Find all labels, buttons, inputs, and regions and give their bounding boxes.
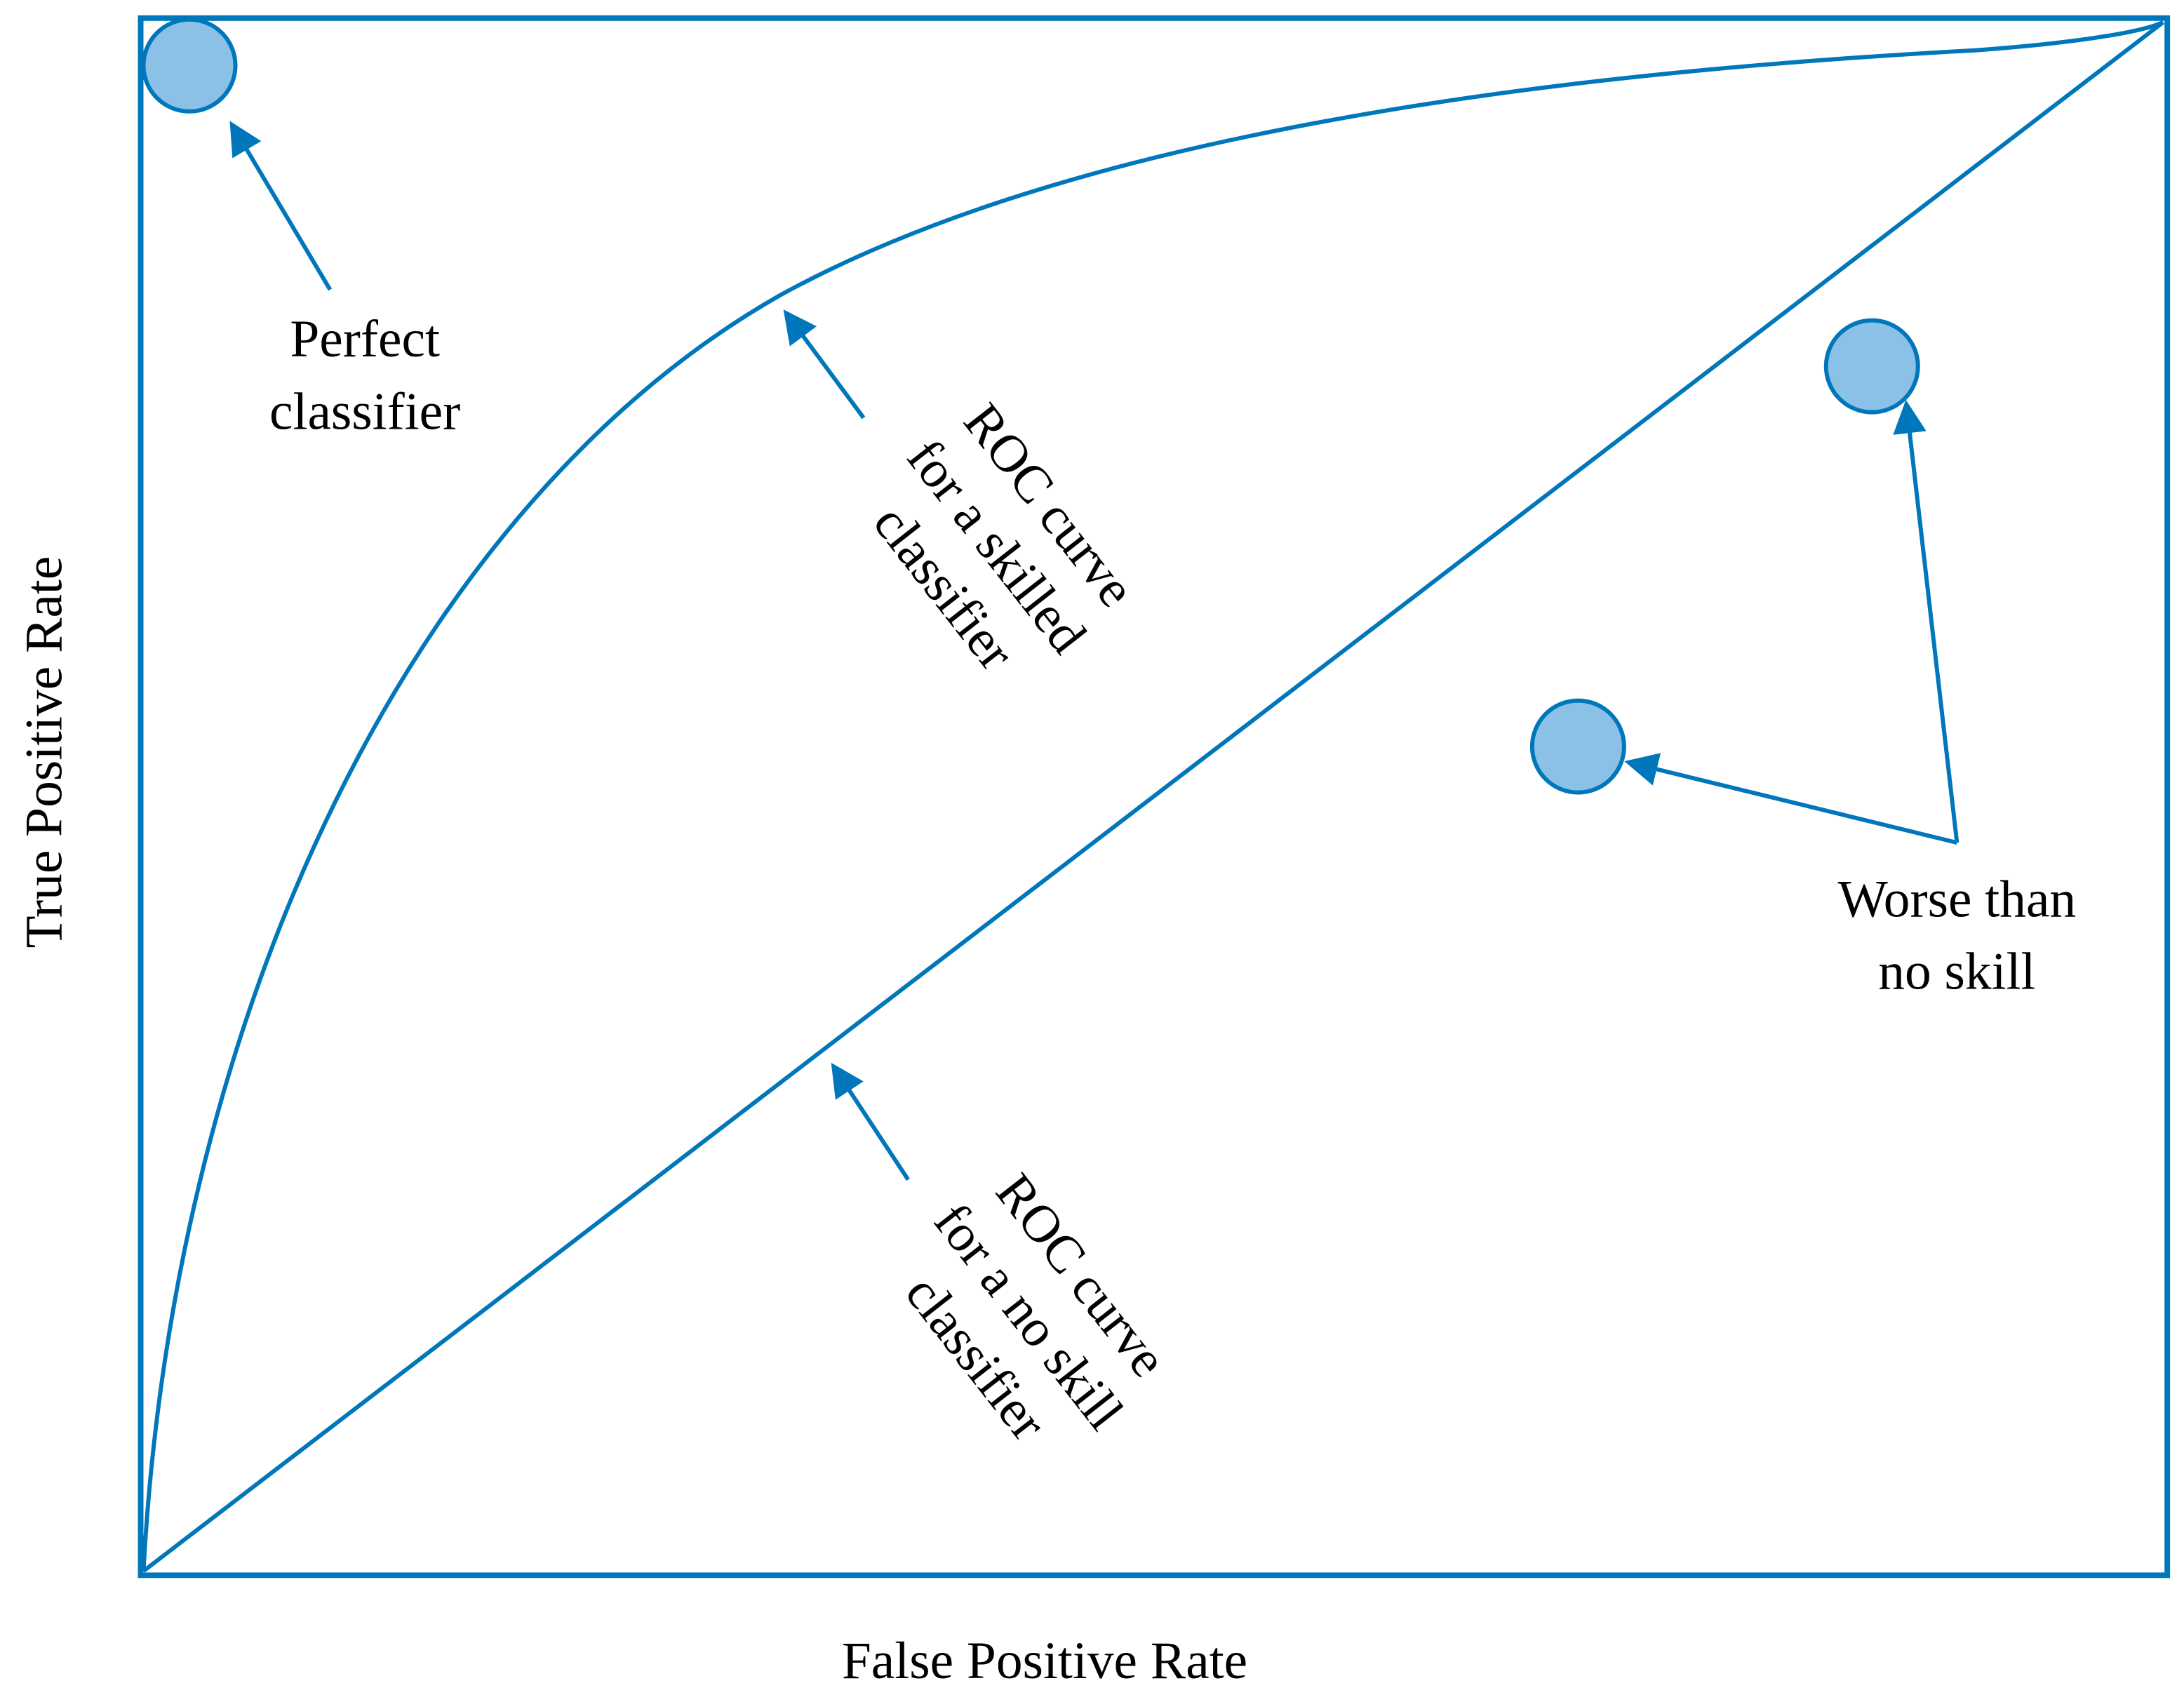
skilled-label: ROC curve for a skilled classifier [862, 393, 1146, 681]
x-axis-label: False Positive Rate [842, 1632, 1247, 1690]
perfect-arrow [229, 121, 333, 291]
perfect-label: Perfect classifier [269, 310, 460, 441]
worse-label-line1: Worse than [1838, 870, 2077, 928]
plot-frame [138, 15, 2171, 1579]
no-skill-arrow [831, 1062, 910, 1181]
perfect-classifier-marker [141, 17, 238, 114]
worse-marker-2 [1529, 698, 1626, 795]
y-axis-label: True Positive Rate [15, 556, 73, 949]
no-skill-diagonal [142, 20, 2165, 1573]
skilled-roc-curve [141, 20, 2164, 1572]
perfect-label-line1: Perfect [290, 310, 440, 368]
worse-arrow-1 [1893, 399, 1959, 843]
skilled-arrow [783, 309, 866, 420]
perfect-label-line2: classifier [269, 382, 460, 441]
worse-arrow-2 [1624, 753, 1958, 845]
worse-label-line2: no skill [1878, 943, 2035, 1001]
worse-label: Worse than no skill [1838, 870, 2077, 1000]
no-skill-label: ROC curve for a no skill classifier [894, 1163, 1178, 1451]
worse-marker-1 [1823, 318, 1920, 415]
